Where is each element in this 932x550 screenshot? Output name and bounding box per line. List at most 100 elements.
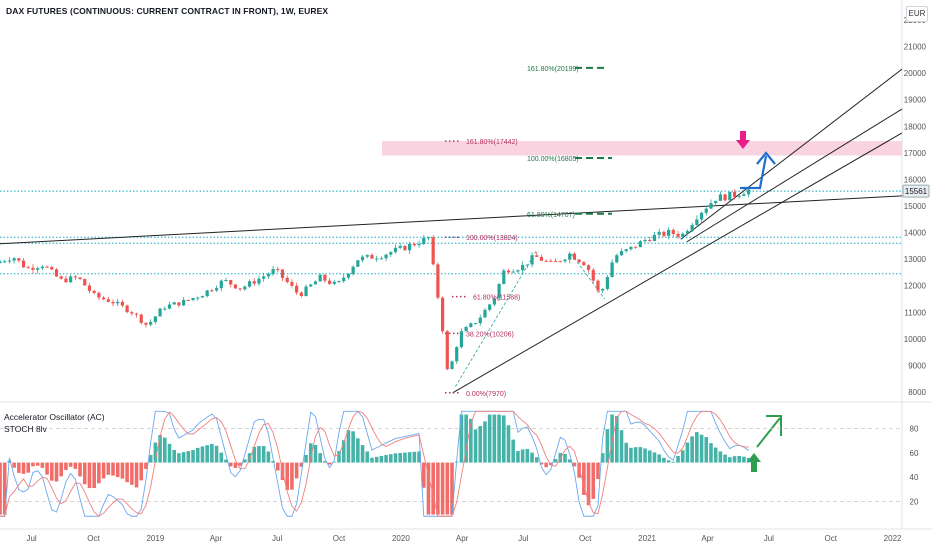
ac-bar [167,443,172,463]
candle-body [747,189,751,195]
candle-body [440,297,445,332]
ac-bar [403,452,407,463]
candle-body [732,191,737,197]
oscillator-tick-label: 80 [910,424,919,433]
ac-bar [572,462,577,467]
currency-badge[interactable]: EUR [906,6,928,22]
candle-body [120,301,125,306]
candle-body [469,323,473,328]
ac-bar [247,453,252,463]
time-tick-label: 2021 [638,534,656,543]
candle-body [21,260,26,268]
candle-body [742,194,746,196]
candle-series [0,186,751,371]
candle-body [455,347,459,362]
ac-bar [662,457,666,463]
candle-body [535,255,539,257]
ac-bar [516,450,520,463]
projection-arrow-head [756,151,776,165]
ac-bar [379,455,384,463]
candle-body [662,231,666,236]
trend-lines [0,68,903,394]
ac-bar [0,462,2,515]
candle-body [243,286,247,290]
ac-indicator-label[interactable]: Accelerator Oscillator (AC) [4,412,105,422]
covid-low-trend-line [452,132,903,394]
candle-body [549,260,553,262]
price-tick-label: 14000 [904,229,927,238]
time-tick-label: Oct [333,534,346,543]
candle-body [139,314,143,323]
ac-bar [115,462,120,478]
ac-bar [445,462,450,515]
ac-bar [21,462,26,474]
candle-body [158,308,162,317]
ac-bar [337,450,341,463]
ac-bar [172,449,177,463]
ac-bar [365,451,370,463]
ac-bar [87,462,92,489]
ac-bar [511,439,516,463]
ac-bar [746,457,751,463]
candle-body [149,321,153,325]
candle-body [0,261,2,264]
ac-bar [252,446,257,463]
candle-body [271,269,275,275]
ac-bar [591,462,596,499]
ac-bar [742,456,746,463]
ac-bar [497,414,501,463]
ac-bar [111,462,115,476]
ac-bar [553,459,558,463]
ac-bar [629,447,633,463]
ac-bar [709,443,713,463]
ac-bar [407,452,412,463]
candle-body [332,281,336,284]
candle-body [257,278,261,284]
candle-body [685,231,690,234]
candle-body [690,224,694,232]
candle-body [295,285,299,293]
oscillator-trend-arrow [756,417,781,448]
stoch-indicator-label[interactable]: STOCH 8lv [4,424,47,434]
candle-body [582,262,586,266]
price-tick-label: 13000 [904,255,927,264]
price-tick-label: 19000 [904,96,927,105]
candle-body [403,245,407,251]
ac-bar [40,462,45,468]
ac-bar [271,461,275,463]
ac-bar [323,461,327,463]
ac-bar [92,462,96,488]
candle-body [167,304,172,309]
candle-body [709,203,713,209]
candle-body [26,267,30,269]
ac-bar [718,451,723,463]
candle-body [638,241,642,248]
candle-body [412,244,416,246]
candle-body [521,264,525,271]
ac-bar [652,452,657,463]
candle-body [191,298,195,300]
candle-body [285,277,289,283]
candle-body [214,288,219,291]
ac-bar [473,429,478,463]
chart-title: DAX FUTURES (CONTINUOUS: CURRENT CONTRAC… [6,6,329,16]
fib-level-label: 100.00%(16805) [527,156,579,163]
ac-bar [120,462,125,479]
ac-bar [191,450,195,463]
time-tick-label: Oct [87,534,100,543]
ac-bar [351,431,355,463]
ac-bar [558,452,563,463]
candle-body [431,237,435,265]
candle-body [488,304,492,310]
ac-bar [200,446,205,463]
candle-body [605,277,609,289]
candle-body [290,282,294,286]
candle-body [445,331,449,370]
ac-bar [633,447,638,463]
ac-bar [704,437,709,463]
candle-body [153,316,157,322]
ac-bar [695,432,699,463]
candle-body [224,280,228,282]
candle-body [182,299,186,306]
candle-body [262,276,266,279]
